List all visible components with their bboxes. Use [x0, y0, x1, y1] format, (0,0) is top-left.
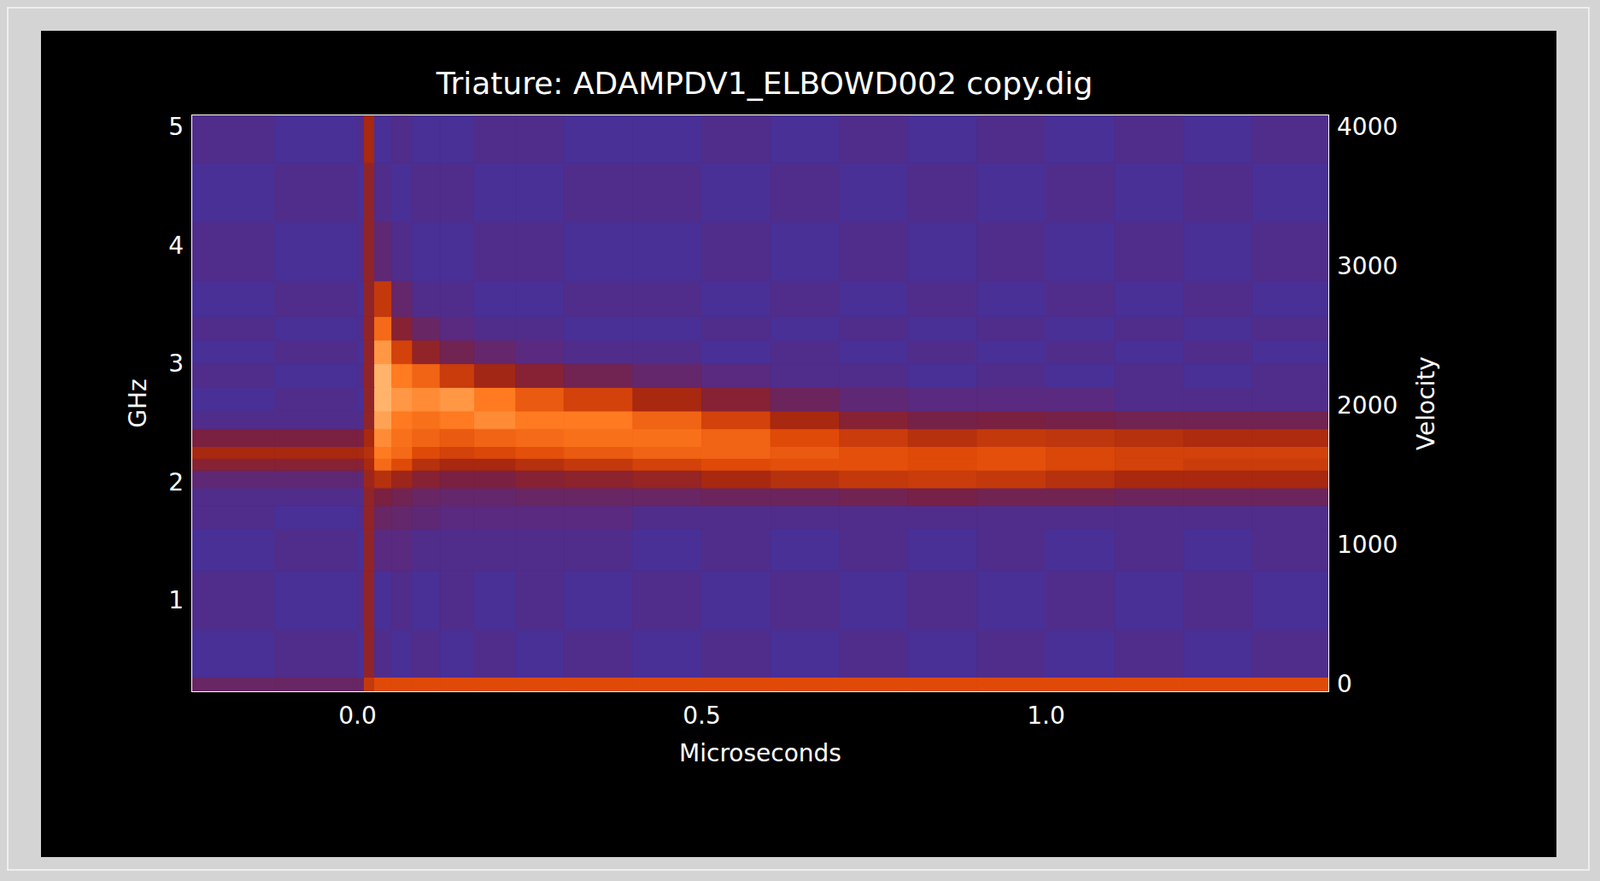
- svg-text:Microseconds: Microseconds: [679, 738, 842, 768]
- svg-text:5: 5: [168, 112, 184, 141]
- svg-text:2000: 2000: [1336, 391, 1398, 420]
- svg-text:Triature: ADAMPDV1_ELBOWD002 c: Triature: ADAMPDV1_ELBOWD002 copy.dig: [435, 65, 1094, 101]
- svg-text:2: 2: [168, 468, 184, 497]
- svg-text:GHz: GHz: [123, 378, 153, 428]
- svg-text:0.5: 0.5: [682, 701, 721, 730]
- svg-text:4: 4: [168, 231, 184, 260]
- svg-text:4000: 4000: [1336, 112, 1398, 141]
- svg-text:1000: 1000: [1336, 530, 1398, 559]
- svg-text:1: 1: [168, 586, 184, 615]
- svg-text:3: 3: [168, 349, 184, 378]
- svg-text:0.0: 0.0: [338, 701, 377, 730]
- svg-text:0: 0: [1336, 669, 1353, 698]
- svg-text:1.0: 1.0: [1026, 701, 1066, 730]
- svg-text:Velocity: Velocity: [1412, 356, 1441, 451]
- svg-text:3000: 3000: [1336, 252, 1398, 281]
